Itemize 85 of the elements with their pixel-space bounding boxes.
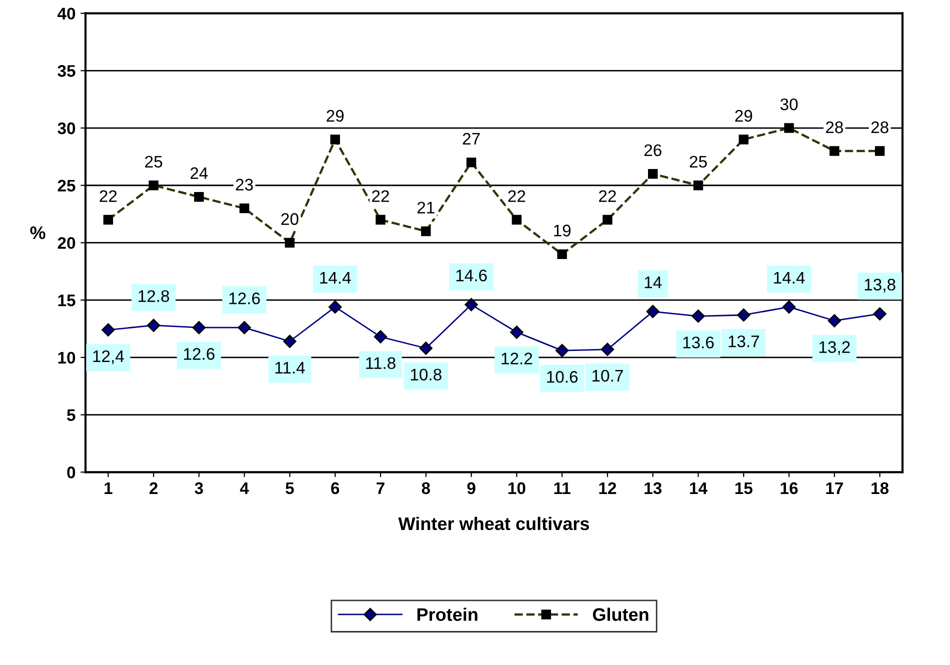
y-tick-label: 20	[58, 237, 76, 249]
point	[283, 334, 296, 348]
y-tick-label: 0	[67, 466, 76, 478]
y-tick-label: 10	[58, 352, 76, 364]
x-tick-label: 9	[467, 482, 476, 494]
point	[102, 323, 115, 336]
x-tick-label: 10	[508, 482, 526, 494]
point	[510, 326, 524, 339]
data-label: 14.4	[320, 272, 351, 284]
point	[692, 310, 705, 323]
y-tick-label: 35	[58, 65, 76, 77]
data-label: 11.8	[366, 357, 396, 370]
data-label: 13.6	[683, 336, 714, 348]
point	[192, 321, 206, 334]
x-tick-label: 11	[554, 482, 570, 494]
x-tick-label: 6	[331, 482, 340, 494]
x-tick-label: 14	[690, 482, 708, 494]
data-label: 27	[462, 132, 480, 145]
data-label: 11.4	[275, 362, 305, 374]
point	[374, 330, 388, 344]
data-label: 30	[780, 98, 798, 110]
data-label: 13,8	[864, 278, 896, 293]
data-label: 22	[372, 190, 389, 202]
x-tick-label: 12	[599, 482, 616, 494]
data-label: 21	[417, 202, 434, 214]
data-label: 12.6	[184, 348, 214, 360]
data-label: 13.7	[728, 335, 760, 348]
x-tick-label: 18	[872, 482, 889, 494]
legend-label: Protein	[417, 608, 478, 621]
point	[464, 298, 478, 312]
x-tick-label: 1	[104, 482, 112, 494]
point	[600, 342, 614, 356]
point	[328, 300, 342, 314]
data-label: 22	[100, 190, 117, 202]
point	[419, 342, 433, 355]
x-tick-label: 15	[735, 482, 752, 494]
data-label: 12.6	[229, 292, 260, 304]
data-label: 13,2	[819, 341, 850, 355]
data-label: 14.4	[774, 272, 805, 284]
data-label: 12,4	[93, 350, 124, 364]
data-label: 14.6	[456, 270, 487, 282]
x-tick-label: 13	[644, 482, 662, 494]
point	[146, 318, 160, 332]
x-tick-label: 16	[780, 482, 798, 494]
y-tick-label: 15	[58, 294, 76, 306]
data-label: 29	[735, 110, 752, 122]
data-label: 29	[326, 110, 344, 122]
point	[555, 344, 569, 358]
x-tick-label: 17	[826, 482, 843, 494]
data-label: 22	[508, 190, 526, 202]
data-label: 28	[826, 121, 843, 134]
data-label: 12.2	[502, 352, 532, 364]
x-tick-label: 8	[422, 482, 430, 494]
x-tick-label: 5	[286, 482, 294, 494]
y-axis-title: %	[30, 226, 46, 240]
point	[646, 304, 660, 318]
data-label: 28	[871, 121, 888, 134]
legend-label: Gluten	[592, 608, 648, 621]
data-label: 25	[145, 156, 162, 168]
y-tick-label: 30	[58, 122, 76, 134]
point	[873, 307, 886, 320]
data-label: 22	[599, 190, 616, 202]
x-tick-label: 3	[194, 482, 204, 494]
data-label: 24	[190, 167, 208, 179]
point	[238, 321, 251, 334]
data-label: 14	[644, 276, 662, 288]
point	[828, 314, 842, 328]
x-axis-title: Winter wheat cultivars	[398, 516, 590, 530]
data-label: 19	[554, 224, 571, 236]
y-tick-label: 40	[57, 8, 76, 20]
data-label: 23	[236, 178, 253, 191]
point	[737, 308, 750, 322]
x-tick-label: 7	[376, 482, 384, 494]
x-tick-label: 2	[150, 482, 158, 494]
data-label: 12.8	[138, 290, 170, 302]
data-label: 20	[281, 213, 298, 225]
y-tick-label: 25	[58, 180, 76, 192]
y-tick-label: 5	[67, 409, 76, 421]
data-label: 10.8	[410, 368, 442, 381]
point	[782, 300, 796, 314]
x-tick-label: 4	[240, 482, 249, 494]
data-label: 25	[690, 156, 707, 168]
data-label: 10.7	[592, 370, 623, 382]
data-label: 10.6	[547, 371, 578, 383]
data-label: 26	[644, 144, 662, 156]
